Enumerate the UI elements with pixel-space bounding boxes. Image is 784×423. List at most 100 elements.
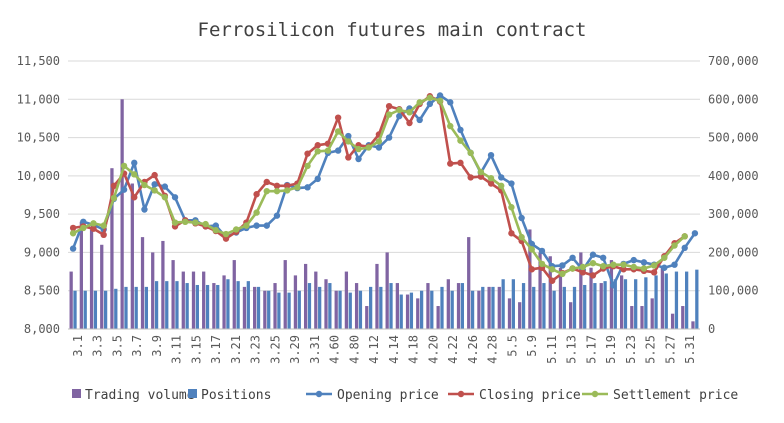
settlement-price-point [426, 94, 434, 101]
trading-volume-bar [263, 290, 267, 329]
settlement-price-point [192, 219, 199, 226]
settlement-price-point [243, 222, 250, 229]
x-axis-tick-label: 5.17 [584, 335, 598, 364]
positions-bar [440, 286, 444, 329]
positions-bar [369, 286, 373, 329]
positions-bar [318, 286, 322, 329]
opening-price-point [457, 126, 464, 134]
settlement-price-point [661, 254, 668, 261]
trading-volume-bar [202, 271, 206, 329]
positions-bar [583, 284, 587, 329]
positions-bar [114, 288, 118, 329]
trading-volume-bar [365, 306, 369, 329]
settlement-price-point [416, 99, 423, 106]
positions-bar [246, 281, 250, 329]
opening-price-point [345, 132, 352, 140]
trading-volume-bar [110, 168, 114, 329]
trading-volume-bar [558, 267, 563, 329]
opening-price-point [569, 254, 576, 261]
trading-volume-bar [171, 260, 175, 329]
x-axis-tick-label: 3.7 [130, 335, 144, 357]
opening-price-point [538, 247, 546, 255]
positions-bar [623, 279, 628, 329]
settlement-price-point [334, 128, 342, 135]
opening-price-point [487, 151, 495, 159]
settlement-price-point [232, 226, 240, 233]
closing-price-point [620, 266, 627, 273]
settlement-price-point [141, 181, 148, 189]
trading-volume-bar [477, 290, 481, 329]
positions-bar [328, 283, 332, 329]
trading-volume-bar [630, 306, 634, 329]
positions-bar [144, 286, 149, 329]
positions-bar [470, 290, 475, 329]
opening-price-point [314, 175, 321, 183]
opening-price-point [447, 99, 454, 106]
opening-price-point [630, 256, 637, 264]
left-axis-tick-label: 9,500 [24, 207, 60, 221]
opening-price-point [518, 214, 525, 222]
positions-bar [83, 290, 87, 329]
positions-bar [542, 283, 546, 329]
settlement-price-point [518, 233, 525, 241]
opening-price-point [498, 174, 505, 181]
opening-price-legend-label: Opening price [337, 388, 439, 403]
bar-series [69, 99, 699, 330]
trading-volume-bar [89, 229, 94, 329]
opening-price-point [375, 144, 383, 151]
positions-bar [389, 283, 393, 329]
closing-price-legend-marker [457, 390, 465, 398]
settlement-price-point [120, 162, 128, 170]
opening-price-point [436, 92, 444, 99]
positions-bar [593, 283, 597, 329]
settlement-price-point [69, 230, 77, 237]
trading-volume-bar [467, 237, 471, 329]
settlement-price-point [508, 204, 515, 211]
left-axis-tick-label: 10,000 [17, 169, 60, 183]
right-axis-tick-label: 200,000 [708, 245, 759, 259]
right-axis-tick-label: 0 [708, 322, 715, 336]
trading-volume-bar [232, 260, 236, 329]
positions-bar [552, 290, 556, 329]
trading-volume-bar [212, 283, 216, 329]
opening-price-point [671, 261, 678, 268]
x-axis-tick-label: 3.21 [229, 335, 243, 364]
x-axis-tick-label: 4.26 [466, 335, 480, 364]
closing-price-point [253, 191, 260, 198]
opening-price-point [661, 264, 668, 271]
settlement-price-point [396, 106, 403, 114]
trading-volume-bar [181, 271, 185, 329]
opening-price-point [385, 134, 393, 141]
trading-volume-bar [161, 240, 165, 329]
closing-price-point [589, 272, 597, 279]
positions-bar [358, 290, 363, 329]
trading-volume-bar [518, 302, 522, 329]
settlement-price-point [579, 263, 586, 271]
trading-volume-bar [354, 283, 359, 329]
closing-price-point [467, 174, 474, 181]
positions-bar [532, 286, 536, 329]
positions-bar [185, 283, 189, 329]
opening-price-point [161, 183, 169, 190]
trading-volume-bar [334, 290, 338, 329]
positions-bar [481, 286, 485, 329]
settlement-price-point [487, 174, 495, 182]
positions-legend-label: Positions [201, 388, 271, 403]
trading-volume-bar [324, 279, 328, 329]
opening-price-point [253, 222, 260, 229]
positions-bar [613, 279, 617, 329]
trading-volume-bar [395, 283, 399, 329]
left-axis-tick-label: 9,000 [24, 245, 60, 259]
settlement-price-point [171, 219, 179, 226]
positions-legend-swatch [188, 389, 197, 398]
settlement-price-point [100, 222, 107, 229]
x-axis-tick-label: 3.23 [249, 335, 263, 364]
positions-bar [226, 279, 230, 329]
trading-volume-bar [497, 286, 501, 329]
trading-volume-bar [130, 183, 134, 329]
positions-bar [450, 290, 454, 329]
closing-price-point [508, 230, 515, 237]
closing-price-point [477, 173, 485, 180]
